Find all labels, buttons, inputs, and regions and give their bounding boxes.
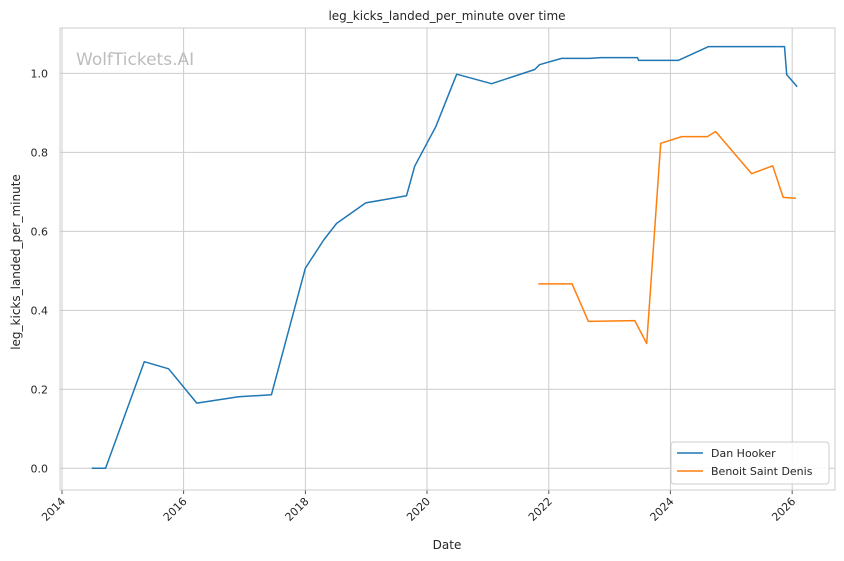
legend-box <box>670 441 830 485</box>
legend-label: Dan Hooker <box>711 447 776 460</box>
y-tick-label: 0.4 <box>31 304 49 317</box>
legend-label: Benoit Saint Denis <box>711 465 813 478</box>
series-layer <box>91 45 798 470</box>
chart-title: leg_kicks_landed_per_minute over time <box>328 9 565 23</box>
grid-lines <box>60 28 835 494</box>
y-tick-label: 0.6 <box>31 225 49 238</box>
y-axis-title: leg_kicks_landed_per_minute <box>9 174 23 350</box>
y-tick-label: 1.0 <box>31 67 49 80</box>
legend: Dan Hooker Benoit Saint Denis <box>670 441 830 485</box>
series-line-1 <box>91 45 798 470</box>
x-axis-title: Date <box>433 538 462 552</box>
y-tick-label: 0.2 <box>31 383 49 396</box>
series-line-2 <box>538 130 797 345</box>
y-tick-label: 0.8 <box>31 146 49 159</box>
plot-frame <box>59 27 836 491</box>
watermark: WolfTickets.AI <box>76 50 194 70</box>
y-tick-label: 0.0 <box>31 462 49 475</box>
y-tick-labels: 0.0 0.2 0.4 0.6 0.8 1.0 <box>31 67 49 475</box>
